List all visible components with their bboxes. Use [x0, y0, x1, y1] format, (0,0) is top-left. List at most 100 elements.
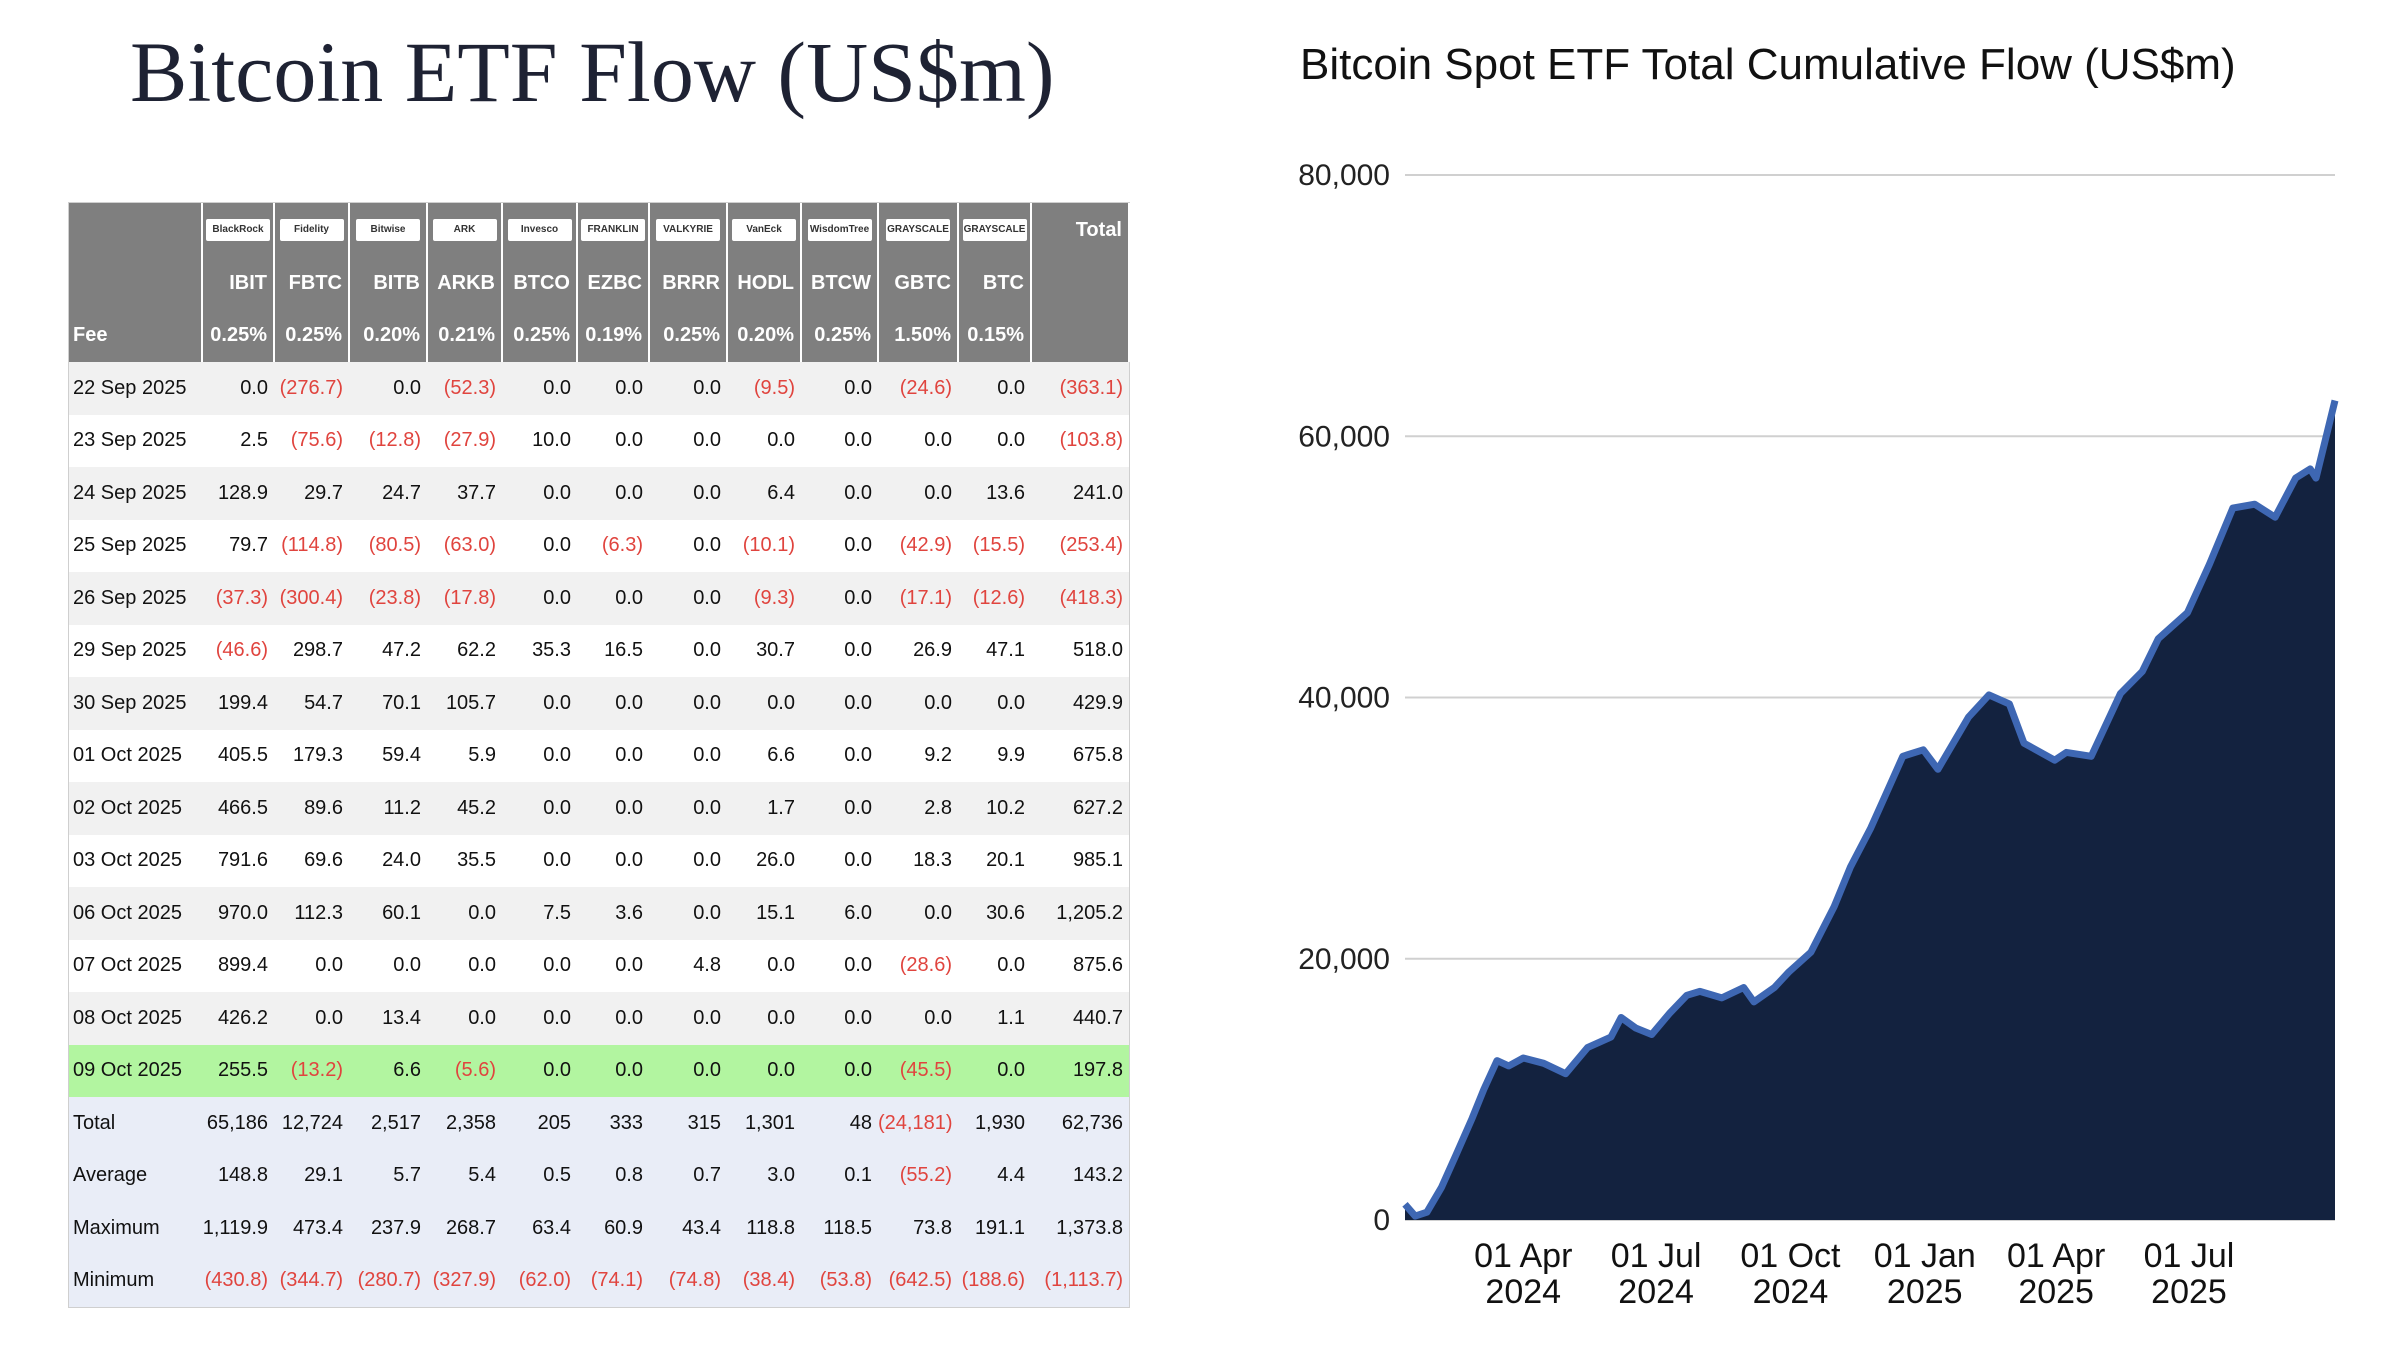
value-cell: 0.0 [878, 887, 958, 940]
stat-total-cell: (1,113.7) [1031, 1254, 1129, 1307]
ticker-cell: BTC [958, 257, 1032, 310]
x-tick-year-label: 2024 [1485, 1273, 1561, 1311]
ticker-cell: FBTC [274, 257, 350, 310]
table-row: 25 Sep 2025 79.7 (114.8) (80.5) (63.0) 0.0 (6.… [69, 519, 1129, 572]
value-cell: 0.0 [727, 1044, 801, 1097]
table-row: 09 Oct 2025 255.5 (13.2) 6.6 (5.6) 0.0 0.0 0.0 0… [69, 1044, 1129, 1097]
stat-label: Total [69, 1097, 202, 1150]
ticker-cell: BTCW [801, 257, 879, 310]
y-tick-label: 40,000 [1298, 682, 1390, 715]
stat-total-cell: 1,373.8 [1031, 1202, 1129, 1255]
value-cell: (17.1) [878, 572, 958, 625]
table-row: 22 Sep 2025 0.0 (276.7) 0.0 (52.3) 0.0 0.0 0.0(… [69, 362, 1129, 415]
value-cell: 0.0 [502, 782, 577, 835]
value-cell: (12.8) [349, 414, 427, 467]
value-cell: 54.7 [274, 677, 349, 730]
stat-cell: 0.8 [577, 1149, 649, 1202]
value-cell: 9.2 [878, 729, 958, 782]
ticker-cell: BTCO [502, 257, 578, 310]
corner-cell [69, 203, 203, 257]
value-cell: 6.4 [727, 467, 801, 520]
fee-label: Fee [69, 309, 203, 362]
value-cell: 0.0 [649, 414, 727, 467]
stat-label: Maximum [69, 1202, 202, 1255]
stat-cell: 29.1 [274, 1149, 349, 1202]
value-cell: 0.0 [502, 729, 577, 782]
value-cell: 62.2 [427, 624, 502, 677]
stat-label: Minimum [69, 1254, 202, 1307]
stat-cell: 1,930 [958, 1097, 1031, 1150]
logo-cell: GRAYSCALE [878, 203, 959, 257]
value-cell: 1.1 [958, 992, 1031, 1045]
value-cell: 0.0 [958, 1044, 1031, 1097]
date-cell: 25 Sep 2025 [69, 519, 202, 572]
value-cell: 0.0 [577, 1044, 649, 1097]
date-cell: 01 Oct 2025 [69, 729, 202, 782]
ticker-cell: BITB [349, 257, 428, 310]
stat-cell: (430.8) [202, 1254, 274, 1307]
value-cell: 791.6 [202, 834, 274, 887]
value-cell: 6.0 [801, 887, 878, 940]
value-cell: 0.0 [427, 992, 502, 1045]
value-cell: 0.0 [649, 467, 727, 520]
date-cell: 24 Sep 2025 [69, 467, 202, 520]
logo-cell: ARK [427, 203, 503, 257]
value-cell: 47.1 [958, 624, 1031, 677]
date-cell: 03 Oct 2025 [69, 834, 202, 887]
value-cell: (300.4) [274, 572, 349, 625]
stat-cell: 237.9 [349, 1202, 427, 1255]
value-cell: 47.2 [349, 624, 427, 677]
bitwise-logo-icon: Bitwise [356, 219, 420, 242]
ticker-cell: ARKB [427, 257, 503, 310]
stat-cell: 65,186 [202, 1097, 274, 1150]
value-cell: 0.0 [502, 1044, 577, 1097]
value-cell: 15.1 [727, 887, 801, 940]
value-cell: 0.0 [274, 992, 349, 1045]
date-cell: 06 Oct 2025 [69, 887, 202, 940]
value-cell: 0.0 [427, 939, 502, 992]
stat-cell: 5.4 [427, 1149, 502, 1202]
row-total-cell: (103.8) [1031, 414, 1129, 467]
value-cell: 0.0 [502, 572, 577, 625]
value-cell: (6.3) [577, 519, 649, 572]
value-cell: 10.0 [502, 414, 577, 467]
value-cell: 105.7 [427, 677, 502, 730]
value-cell: 0.0 [202, 362, 274, 415]
value-cell: 970.0 [202, 887, 274, 940]
table-row: 02 Oct 2025 466.5 89.6 11.2 45.2 0.0 0.0 0.0 1.7… [69, 782, 1129, 835]
value-cell: 298.7 [274, 624, 349, 677]
value-cell: 0.0 [878, 992, 958, 1045]
date-cell: 26 Sep 2025 [69, 572, 202, 625]
fee-cell: 0.20% [349, 309, 428, 362]
stat-cell: (55.2) [878, 1149, 958, 1202]
x-tick-label: 01 Jan [1874, 1237, 1976, 1275]
value-cell: 0.0 [577, 782, 649, 835]
fee-cell: 0.25% [202, 309, 275, 362]
value-cell: 26.9 [878, 624, 958, 677]
value-cell: 0.0 [577, 939, 649, 992]
table-row: 08 Oct 2025 426.2 0.0 13.4 0.0 0.0 0.0 0.0 0.0 0.… [69, 992, 1129, 1045]
value-cell: 199.4 [202, 677, 274, 730]
value-cell: (46.6) [202, 624, 274, 677]
value-cell: 0.0 [577, 572, 649, 625]
stat-cell: (188.6) [958, 1254, 1031, 1307]
logo-row: BlackRock Fidelity Bitwise ARK Invesco FRANKL… [69, 203, 1130, 257]
value-cell: (63.0) [427, 519, 502, 572]
stat-label: Average [69, 1149, 202, 1202]
total-header: Total [1031, 203, 1130, 257]
fidelity-logo-icon: Fidelity [279, 219, 344, 242]
ticker-cell: EZBC [577, 257, 650, 310]
date-cell: 30 Sep 2025 [69, 677, 202, 730]
value-cell: 0.0 [801, 519, 878, 572]
grayscale-mini-logo-icon: GRAYSCALE [962, 219, 1027, 242]
table-row: 29 Sep 2025 (46.6) 298.7 47.2 62.2 35.3 16.5 0.… [69, 624, 1129, 677]
stat-cell: (344.7) [274, 1254, 349, 1307]
stat-cell: 3.0 [727, 1149, 801, 1202]
value-cell: 0.0 [801, 729, 878, 782]
value-cell: (5.6) [427, 1044, 502, 1097]
row-total-cell: 440.7 [1031, 992, 1129, 1045]
value-cell: (45.5) [878, 1044, 958, 1097]
y-tick-label: 80,000 [1298, 159, 1390, 192]
stat-cell: (74.8) [649, 1254, 727, 1307]
value-cell: 466.5 [202, 782, 274, 835]
